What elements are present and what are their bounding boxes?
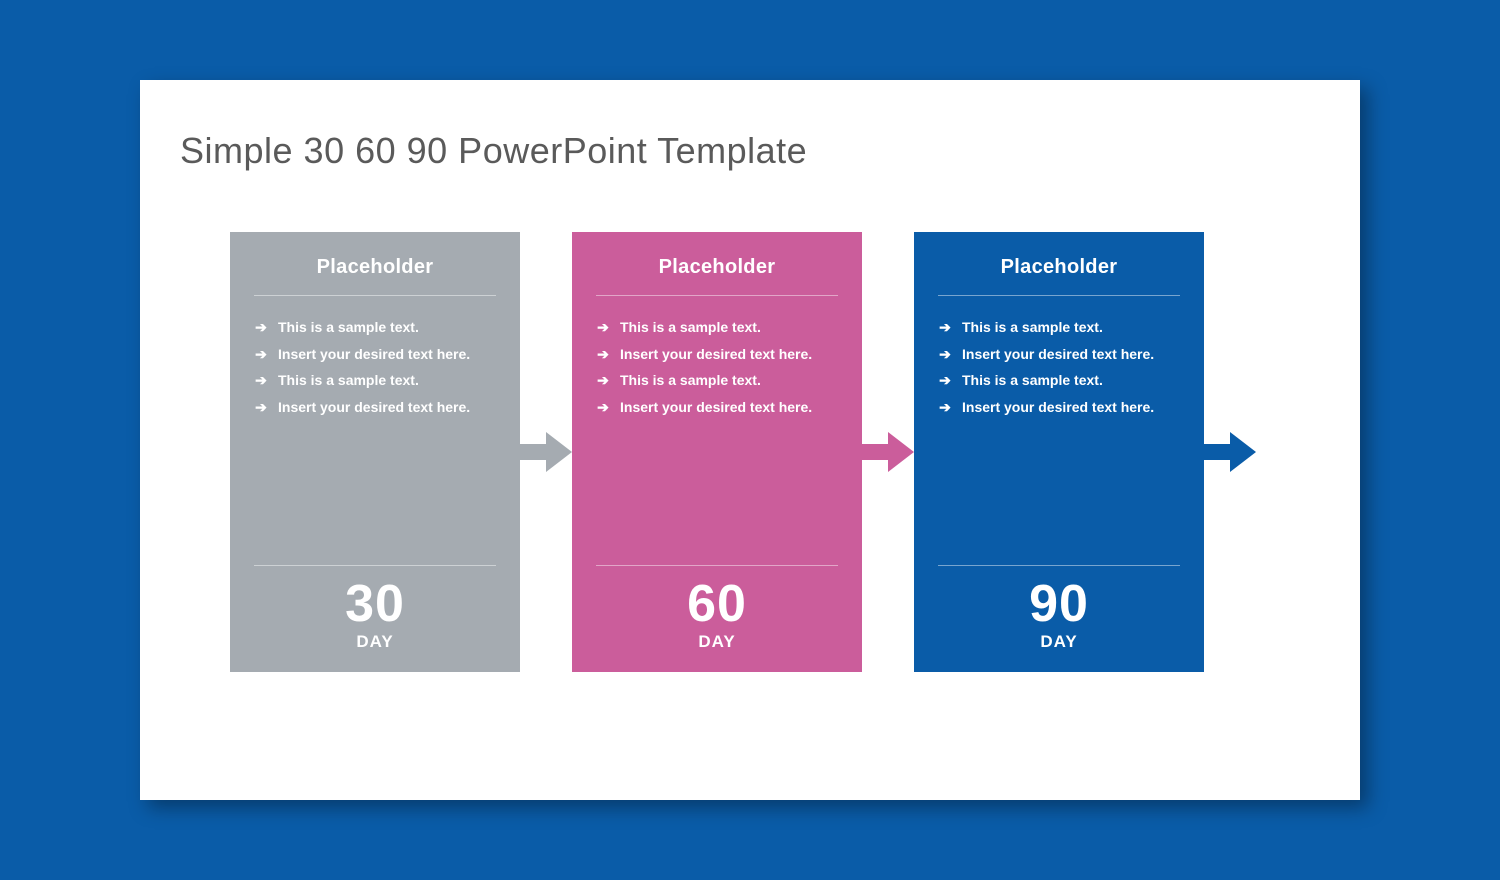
arrow-icon: ➔ (938, 314, 952, 341)
bullet-item: ➔ This is a sample text. (938, 314, 1180, 341)
bullet-text: Insert your desired text here. (962, 341, 1154, 368)
bullet-item: ➔ Insert your desired text here. (596, 394, 838, 421)
arrow-icon: ➔ (254, 341, 268, 368)
card-bullets: ➔ This is a sample text. ➔ Insert your des… (596, 314, 838, 565)
bullet-item: ➔ Insert your desired text here. (254, 394, 496, 421)
arrow-icon: ➔ (596, 367, 610, 394)
bullet-item: ➔ Insert your desired text here. (596, 341, 838, 368)
arrow-icon: ➔ (938, 367, 952, 394)
bullet-item: ➔ Insert your desired text here. (938, 341, 1180, 368)
arrow-right-icon (520, 430, 572, 474)
card-day-label: DAY (254, 632, 496, 652)
card-header: Placeholder (938, 256, 1180, 296)
arrow-icon: ➔ (596, 394, 610, 421)
card-60-day: Placeholder ➔ This is a sample text. ➔ Ins… (572, 232, 862, 672)
card-footer: 90 DAY (938, 565, 1180, 652)
bullet-item: ➔ Insert your desired text here. (254, 341, 496, 368)
arrow-icon: ➔ (596, 341, 610, 368)
connector-arrow (862, 430, 914, 474)
card-bullets: ➔ This is a sample text. ➔ Insert your des… (254, 314, 496, 565)
card-number: 30 (254, 578, 496, 630)
bullet-text: Insert your desired text here. (620, 394, 812, 421)
card-header: Placeholder (254, 256, 496, 296)
bullet-text: Insert your desired text here. (278, 394, 470, 421)
card-number: 90 (938, 578, 1180, 630)
arrow-icon: ➔ (938, 341, 952, 368)
arrow-icon: ➔ (254, 314, 268, 341)
card-footer: 30 DAY (254, 565, 496, 652)
bullet-text: This is a sample text. (620, 367, 761, 394)
bullet-text: This is a sample text. (620, 314, 761, 341)
slide-title: Simple 30 60 90 PowerPoint Template (180, 130, 1320, 172)
connector-arrow (520, 430, 572, 474)
bullet-item: ➔ This is a sample text. (254, 367, 496, 394)
bullet-text: This is a sample text. (278, 314, 419, 341)
arrow-right-icon (1204, 430, 1256, 474)
bullet-text: Insert your desired text here. (620, 341, 812, 368)
card-30-day: Placeholder ➔ This is a sample text. ➔ Ins… (230, 232, 520, 672)
bullet-item: ➔ This is a sample text. (596, 367, 838, 394)
card-90-day: Placeholder ➔ This is a sample text. ➔ Ins… (914, 232, 1204, 672)
card-footer: 60 DAY (596, 565, 838, 652)
cards-row: Placeholder ➔ This is a sample text. ➔ Ins… (180, 232, 1320, 672)
bullet-text: This is a sample text. (962, 314, 1103, 341)
card-header: Placeholder (596, 256, 838, 296)
slide: Simple 30 60 90 PowerPoint Template Plac… (140, 80, 1360, 800)
bullet-text: This is a sample text. (278, 367, 419, 394)
arrow-icon: ➔ (938, 394, 952, 421)
bullet-item: ➔ Insert your desired text here. (938, 394, 1180, 421)
card-day-label: DAY (938, 632, 1180, 652)
bullet-item: ➔ This is a sample text. (938, 367, 1180, 394)
card-bullets: ➔ This is a sample text. ➔ Insert your des… (938, 314, 1180, 565)
arrow-icon: ➔ (596, 314, 610, 341)
arrow-icon: ➔ (254, 367, 268, 394)
bullet-item: ➔ This is a sample text. (254, 314, 496, 341)
bullet-item: ➔ This is a sample text. (596, 314, 838, 341)
card-number: 60 (596, 578, 838, 630)
card-day-label: DAY (596, 632, 838, 652)
arrow-icon: ➔ (254, 394, 268, 421)
bullet-text: Insert your desired text here. (278, 341, 470, 368)
bullet-text: This is a sample text. (962, 367, 1103, 394)
bullet-text: Insert your desired text here. (962, 394, 1154, 421)
connector-arrow (1204, 430, 1256, 474)
arrow-right-icon (862, 430, 914, 474)
